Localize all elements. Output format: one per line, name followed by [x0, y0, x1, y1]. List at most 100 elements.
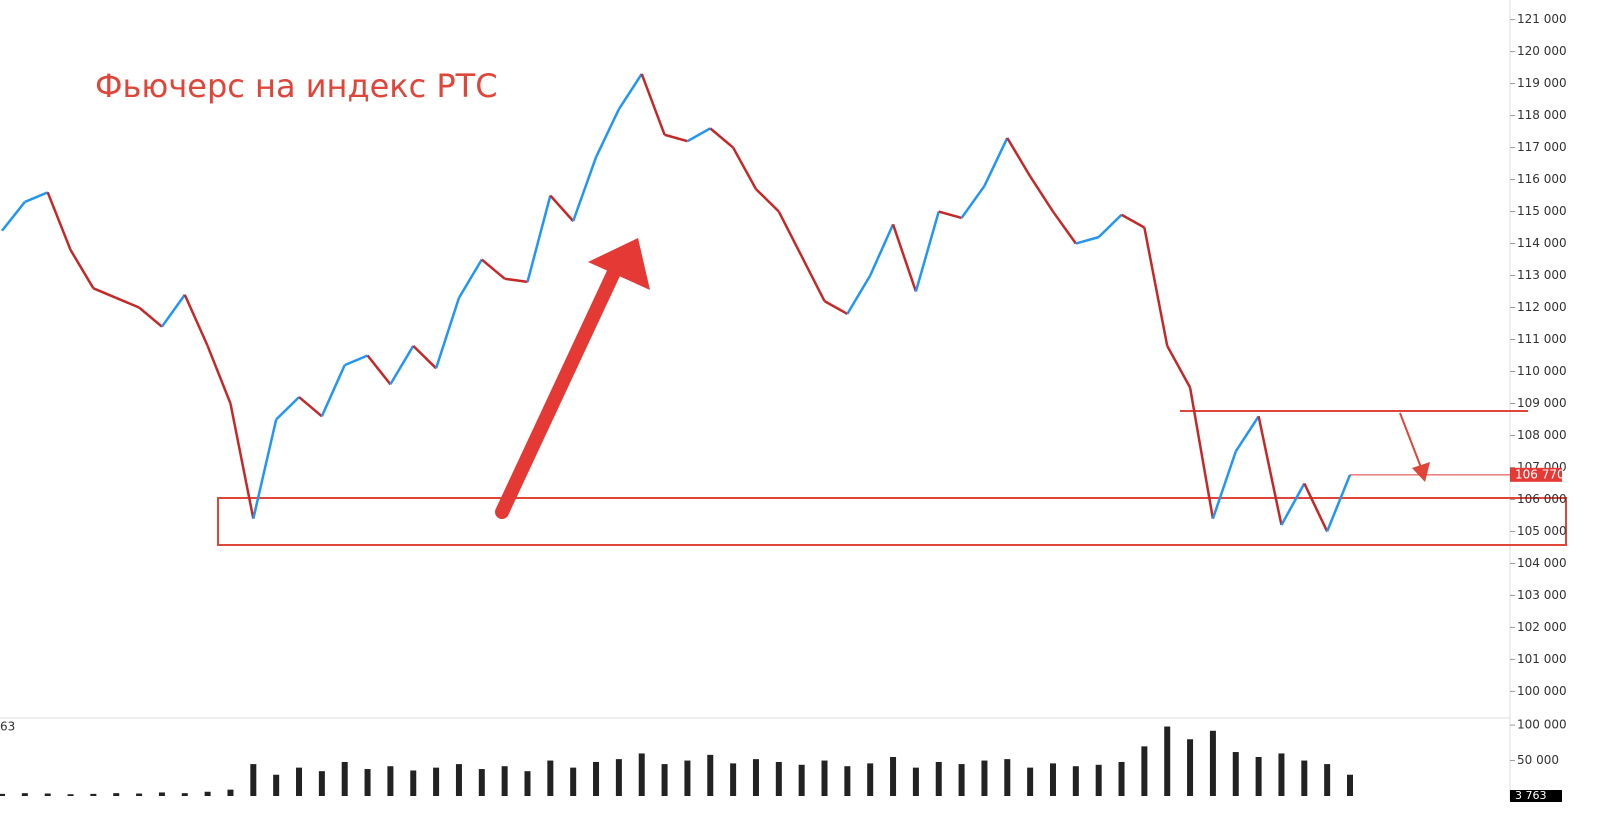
y-tick-label: 103 000 [1517, 588, 1567, 602]
volume-bar [730, 763, 737, 796]
volume-bar [1301, 760, 1308, 796]
volume-bar [1164, 726, 1171, 796]
volume-bar [1347, 774, 1353, 796]
y-tick-label: 109 000 [1517, 396, 1567, 410]
down-arrow [1399, 412, 1423, 471]
volume-bar [227, 789, 234, 796]
price-segment [138, 306, 163, 328]
price-segment [320, 364, 346, 417]
price-segment [686, 127, 711, 143]
price-segment [800, 255, 826, 302]
volume-bar [1209, 730, 1216, 796]
volume-bar [547, 760, 554, 796]
price-segment [115, 296, 140, 309]
chart-title: Фьючерс на индекс РТС [95, 67, 498, 105]
price-segment [1211, 451, 1237, 520]
price-segment [869, 223, 895, 277]
price-segment [1097, 213, 1123, 239]
price-segment [206, 345, 232, 404]
y-tick-label: 102 000 [1517, 620, 1567, 634]
y-tick-label: 121 000 [1517, 12, 1567, 26]
volume-bar [1027, 767, 1034, 796]
y-tick-label: 111 000 [1517, 332, 1567, 346]
price-segment [183, 294, 209, 347]
volume-bar [524, 771, 531, 796]
volume-bar [684, 760, 691, 796]
volume-bar [615, 759, 622, 796]
price-segment [412, 345, 437, 370]
up-arrow [495, 263, 622, 519]
y-tick-label: 114 000 [1517, 236, 1567, 250]
price-segment [275, 396, 300, 421]
price-segment [1280, 482, 1306, 526]
price-segment [664, 133, 688, 143]
volume-bar [844, 766, 851, 796]
volume-bar [1255, 757, 1262, 796]
volume-last-box [1510, 790, 1562, 802]
y-tick-label: 112 000 [1517, 300, 1567, 314]
volume-bar [158, 792, 165, 796]
volume-bar [296, 767, 303, 796]
price-segment [366, 354, 392, 386]
down-arrow-head [1412, 462, 1430, 482]
y-tick-label: 108 000 [1517, 428, 1567, 442]
price-segment [1143, 227, 1169, 347]
volume-bar [433, 767, 440, 796]
y-tick-label: 119 000 [1517, 76, 1567, 90]
y-tick-label: 104 000 [1517, 556, 1567, 570]
price-segment [549, 194, 575, 222]
price-segment [1, 201, 26, 232]
price-segment [777, 210, 803, 257]
price-segment [46, 191, 72, 251]
price-segment [1257, 416, 1283, 526]
volume-bar [638, 753, 645, 796]
volume-bar [387, 766, 394, 796]
price-segment [1120, 213, 1145, 229]
price-segment [891, 223, 918, 292]
price-segment [594, 108, 621, 158]
volume-bar [1118, 761, 1125, 796]
volume-bar [67, 794, 74, 796]
volume-bar [1278, 753, 1285, 796]
y-tick-label: 113 000 [1517, 268, 1567, 282]
volume-bar [1004, 759, 1011, 796]
volume-bar [821, 760, 828, 796]
y-tick-label: 117 000 [1517, 140, 1567, 154]
volume-bar [981, 760, 988, 796]
price-segment [1029, 175, 1055, 213]
volume-bar [113, 793, 120, 796]
price-segment [344, 354, 369, 367]
volume-bar [341, 761, 348, 796]
volume-bar [1095, 764, 1102, 796]
volume-bar [752, 759, 759, 796]
price-segment [480, 258, 506, 280]
volume-bar [1187, 739, 1194, 796]
volume-bar [204, 791, 211, 796]
volume-bar [707, 754, 714, 796]
up-arrow-head [588, 238, 650, 290]
volume-bar [1232, 752, 1239, 796]
price-segment [983, 137, 1009, 187]
y-tick-label: 105 000 [1517, 524, 1567, 538]
y-tick-label: 100 000 [1517, 684, 1567, 698]
volume-bar [250, 764, 257, 796]
y-tick-label: 116 000 [1517, 172, 1567, 186]
volume-bar [1324, 764, 1331, 796]
volume-bar [0, 793, 5, 796]
price-segment [1303, 482, 1329, 532]
price-segment [938, 210, 962, 220]
price-segment [298, 396, 323, 418]
price-segment [960, 185, 986, 219]
price-segment [572, 156, 598, 222]
volume-bar [775, 761, 782, 796]
last-price-label: 106 770 [1515, 467, 1565, 481]
volume-bar [136, 793, 143, 796]
volume-bar [798, 764, 805, 796]
volume-bar [410, 770, 417, 796]
price-segment [732, 146, 758, 190]
price-segment [457, 258, 483, 299]
volume-bar [364, 769, 371, 796]
price-segment [252, 419, 278, 519]
volume-bar [1072, 766, 1079, 796]
y-tick-label: 115 000 [1517, 204, 1567, 218]
